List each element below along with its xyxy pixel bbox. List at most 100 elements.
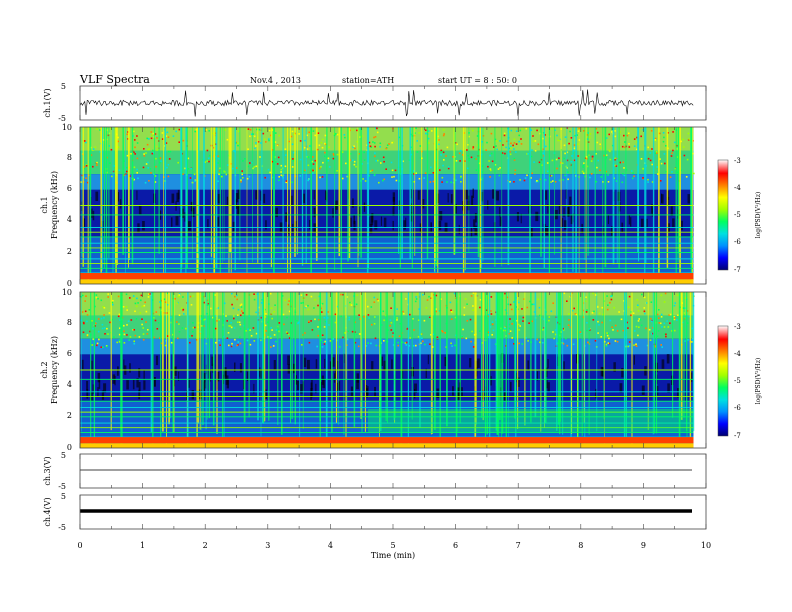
speckle [638,318,640,320]
speckle [513,157,516,160]
dark-streak [367,386,369,396]
speckle [539,341,541,344]
speckle [420,333,422,335]
speckle [416,293,419,295]
speckle [621,181,624,184]
speckle [390,161,393,164]
speckle [651,148,653,150]
speckle [193,326,196,329]
speckle [377,299,379,302]
speckle [546,170,549,173]
speckle [132,329,134,331]
speckle [565,337,567,340]
speckle [304,306,307,309]
speckle [542,137,544,140]
speckle [318,328,320,330]
dark-streak [138,368,141,378]
speckle [597,159,599,162]
speckle [156,137,158,139]
speckle [83,140,86,142]
dark-streak [365,385,368,395]
ch4-axis-label: ch.4(V) [43,497,52,526]
speckle [542,341,544,344]
speckle [415,344,417,347]
speckle [126,334,128,336]
speckle [164,344,167,347]
speckle [164,301,167,303]
speckle [677,314,679,316]
speckle [189,177,192,179]
speckle [640,135,642,138]
speckle [415,296,417,298]
speckle [377,159,379,162]
speckle [663,153,666,155]
speckle [352,129,354,131]
speckle [163,298,166,300]
dark-streak [661,359,665,369]
dark-streak [203,372,206,383]
speckle [235,167,238,169]
speckle [621,145,624,148]
speckle [345,162,347,165]
speckle [150,137,153,140]
speckle [608,337,610,340]
speckle [415,298,418,300]
speckle [249,135,251,138]
speckle [392,141,394,144]
speckle [177,295,180,298]
speckle [427,137,430,140]
speckle [376,127,378,130]
speckle [119,319,121,321]
speckle [663,333,666,335]
speckle [669,322,671,324]
dark-streak [422,199,425,209]
dark-streak [477,358,480,368]
speckle [516,319,518,322]
speckle [253,293,255,295]
speckle [278,330,280,333]
dark-streak [175,216,179,226]
speckle [207,157,210,160]
ch1-axis-label: ch.1(V) [43,88,52,117]
speckle [371,323,373,326]
speckle [190,167,193,170]
speckle [241,177,244,179]
speckle [250,335,253,337]
dark-streak [436,388,440,398]
speckle [370,306,373,308]
speckle [609,319,612,322]
dark-streak [369,223,373,234]
dark-streak [410,203,413,213]
speckle [301,344,303,346]
speckle [313,307,315,309]
xtick-8: 8 [578,541,583,550]
speckle [382,179,384,182]
speckle [336,133,339,136]
speckle [351,330,354,333]
speckle [270,337,272,339]
speckle [95,294,98,296]
speckle [310,295,313,298]
speckle [660,316,663,318]
dark-streak [184,212,186,222]
speckle [91,320,93,322]
speckle [352,159,354,162]
dark-streak [253,383,255,394]
speckle [272,149,274,151]
speckle [206,149,209,152]
speckle [107,296,109,298]
speckle [255,332,258,335]
speckle [323,326,326,328]
spec2-ytick-6: 6 [67,349,72,358]
speckle [559,165,561,168]
dark-streak [391,359,393,369]
speckle [82,331,85,334]
dark-streak [234,362,236,372]
speckle [174,298,176,300]
dark-streak [95,191,99,201]
speckle [383,319,385,322]
speckle [414,300,417,303]
speckle [550,310,553,313]
speckle [651,163,653,166]
speckle [586,158,588,160]
